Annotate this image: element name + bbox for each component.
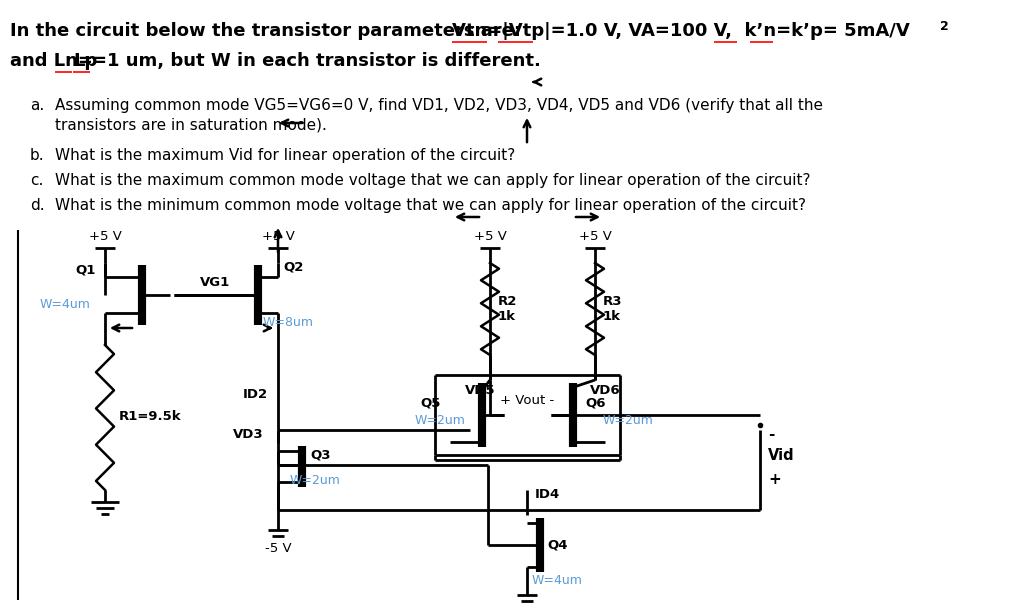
Text: +5 V: +5 V (473, 230, 507, 243)
Text: In the circuit below the transistor parameters are:: In the circuit below the transistor para… (10, 22, 527, 40)
Text: + Vout -: + Vout - (500, 393, 554, 407)
Text: Q5: Q5 (420, 396, 440, 410)
Text: W=8um: W=8um (263, 316, 314, 330)
Text: c.: c. (30, 173, 43, 188)
Text: Q4: Q4 (547, 538, 567, 552)
Text: R1=9.5k: R1=9.5k (119, 411, 181, 423)
Text: a.: a. (30, 98, 44, 113)
Text: -: - (768, 428, 774, 442)
Text: VD3: VD3 (233, 428, 263, 442)
Text: Assuming common mode VG5=VG6=0 V, find VD1, VD2, VD3, VD4, VD5 and VD6 (verify t: Assuming common mode VG5=VG6=0 V, find V… (55, 98, 823, 113)
Text: transistors are in saturation mode).: transistors are in saturation mode). (55, 118, 327, 133)
Text: and Ln=: and Ln= (10, 52, 93, 70)
Text: What is the maximum common mode voltage that we can apply for linear operation o: What is the maximum common mode voltage … (55, 173, 811, 188)
Text: VD6: VD6 (590, 384, 621, 396)
Text: Q6: Q6 (585, 396, 605, 410)
Text: ID2: ID2 (243, 388, 268, 402)
Text: ID4: ID4 (535, 488, 560, 502)
Text: +: + (768, 473, 780, 488)
Text: Q2: Q2 (283, 261, 303, 273)
Text: W=2um: W=2um (603, 413, 654, 427)
Text: Vid: Vid (768, 448, 795, 462)
Text: What is the minimum common mode voltage that we can apply for linear operation o: What is the minimum common mode voltage … (55, 198, 806, 213)
Text: =1 um, but W in each transistor is different.: =1 um, but W in each transistor is diffe… (92, 52, 541, 70)
Text: R3
1k: R3 1k (603, 295, 623, 323)
Text: VD5: VD5 (465, 384, 496, 396)
Text: VG1: VG1 (200, 276, 230, 290)
Text: -5 V: -5 V (264, 542, 291, 555)
Text: +5 V: +5 V (88, 230, 122, 243)
Text: Q3: Q3 (310, 448, 331, 462)
Text: 2: 2 (940, 20, 949, 33)
Text: Lp: Lp (73, 52, 97, 70)
Text: W=2um: W=2um (290, 474, 341, 486)
Text: b.: b. (30, 148, 45, 163)
Text: Vtn=|Vtp|=1.0 V, VA=100 V,  k’n=k’p= 5mA/V: Vtn=|Vtp|=1.0 V, VA=100 V, k’n=k’p= 5mA/… (452, 22, 909, 40)
Text: Q1: Q1 (75, 264, 95, 276)
Text: d.: d. (30, 198, 45, 213)
Text: +5 V: +5 V (579, 230, 611, 243)
Text: +5 V: +5 V (261, 230, 295, 243)
Text: W=4um: W=4um (40, 298, 91, 312)
Text: W=2um: W=2um (415, 413, 466, 427)
Text: What is the maximum Vid for linear operation of the circuit?: What is the maximum Vid for linear opera… (55, 148, 515, 163)
Text: W=4um: W=4um (532, 574, 583, 586)
Text: R2
1k: R2 1k (498, 295, 517, 323)
